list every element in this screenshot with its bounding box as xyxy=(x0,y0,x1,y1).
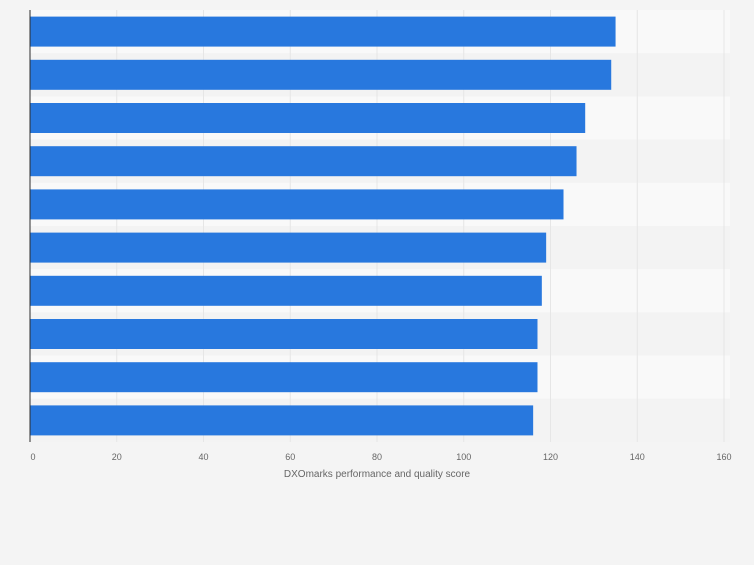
bar xyxy=(30,189,564,220)
bar xyxy=(30,232,547,263)
bar-series xyxy=(30,16,616,436)
x-tick-label: 40 xyxy=(198,452,208,462)
x-axis-tick-labels: 0 20 40 60 80 100 120 140 160 xyxy=(30,452,731,462)
x-axis-title: DXOmarks performance and quality score xyxy=(284,469,471,480)
x-tick-label: 120 xyxy=(543,452,558,462)
bar xyxy=(30,103,586,133)
bar xyxy=(30,275,542,306)
bar xyxy=(30,146,577,177)
bar xyxy=(30,362,538,393)
bar xyxy=(30,319,538,349)
x-tick-label: 80 xyxy=(372,452,382,462)
x-tick-label: 20 xyxy=(112,452,122,462)
bar xyxy=(30,59,612,90)
x-tick-label: 0 xyxy=(30,452,35,462)
bar xyxy=(30,16,616,47)
x-tick-label: 140 xyxy=(630,452,645,462)
x-tick-label: 160 xyxy=(716,452,731,462)
bar xyxy=(30,405,534,436)
x-tick-label: 100 xyxy=(456,452,471,462)
x-tick-label: 60 xyxy=(285,452,295,462)
